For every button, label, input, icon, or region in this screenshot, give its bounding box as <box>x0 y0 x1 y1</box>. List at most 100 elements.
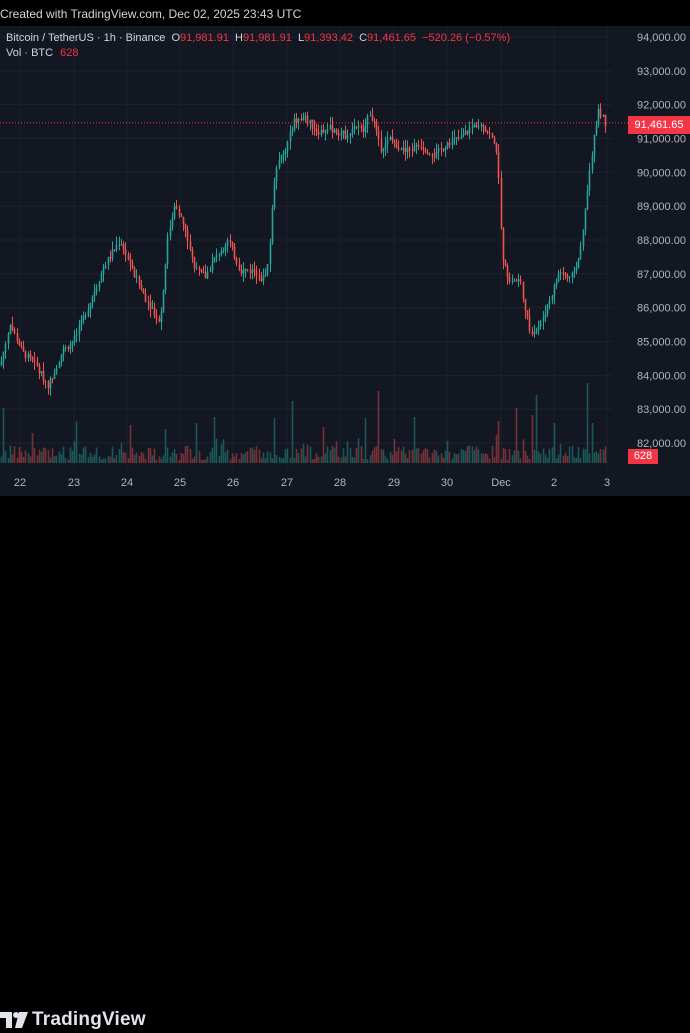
volume-bar <box>495 435 498 463</box>
candle-body <box>233 246 236 259</box>
volume-bar <box>282 457 285 463</box>
volume-label: Vol · BTC <box>6 47 54 59</box>
candle-body <box>24 350 27 359</box>
volume-bar <box>539 453 542 463</box>
volume-bar <box>360 446 363 463</box>
volume-bar <box>313 458 316 463</box>
candle-body <box>195 267 198 269</box>
volume-bar <box>353 458 356 463</box>
candlestick-chart[interactable]: 94,000.00 93,000.00 92,000.00 91,000.00 90,0… <box>0 0 690 496</box>
candle-body <box>218 254 221 256</box>
candle-body <box>506 265 509 277</box>
last-price-tag: 91,461.65 <box>628 116 690 134</box>
candle-body <box>240 269 243 274</box>
volume-bar <box>593 452 596 463</box>
volume-bar <box>515 408 518 463</box>
x-axis-tick-label: 28 <box>334 477 346 489</box>
volume-bar <box>506 459 509 463</box>
volume-bar <box>155 459 158 463</box>
volume-bar <box>588 453 591 463</box>
volume-bar <box>169 456 172 463</box>
candle-body <box>260 278 263 281</box>
candle-body <box>18 341 21 346</box>
volume-bar <box>29 456 32 463</box>
volume-bar <box>31 433 34 463</box>
candle-body <box>120 244 123 246</box>
candle-body <box>293 118 296 130</box>
volume-bar <box>508 448 511 463</box>
candle-body <box>588 170 591 191</box>
candle-body <box>582 229 585 247</box>
volume-bar <box>175 453 178 463</box>
volume-bar <box>9 445 12 463</box>
candle-body <box>440 148 443 150</box>
volume-bar <box>124 452 127 463</box>
volume-bar <box>113 458 116 463</box>
volume-bar <box>573 457 576 463</box>
candle-body <box>599 108 602 117</box>
volume-bar <box>100 459 103 463</box>
candle-body <box>69 343 72 350</box>
last-volume-tag: 628 <box>628 449 658 464</box>
candle-body <box>397 147 400 150</box>
volume-bar <box>51 448 54 463</box>
candle-body <box>426 151 429 154</box>
volume-bar <box>142 453 145 463</box>
chart-panel[interactable] <box>0 26 690 470</box>
candle-body <box>78 325 81 335</box>
volume-bar <box>304 456 307 463</box>
candle-body <box>571 272 574 278</box>
volume-bar <box>346 441 349 463</box>
candle-body <box>282 153 285 156</box>
tradingview-brand[interactable]: TradingView <box>0 1009 146 1031</box>
volume-bar <box>71 450 74 463</box>
volume-bar <box>44 447 47 463</box>
volume-bar <box>95 447 98 463</box>
candle-body <box>575 267 578 272</box>
volume-bar <box>349 447 352 463</box>
candle-body <box>264 274 267 276</box>
volume-bar <box>206 456 209 463</box>
volume-bar <box>362 458 365 463</box>
candle-body <box>231 242 234 247</box>
x-axis-tick-label: 26 <box>227 477 239 489</box>
volume-bar <box>357 438 360 463</box>
candle-body <box>380 138 383 152</box>
candle-body <box>355 126 358 128</box>
volume-bar <box>153 448 156 463</box>
volume-bar <box>131 447 134 463</box>
volume-bar <box>555 458 558 463</box>
candle-body <box>373 120 376 122</box>
candle-body <box>87 309 90 316</box>
x-axis-tick-label: 30 <box>441 477 453 489</box>
volume-bar <box>464 451 467 463</box>
volume-bar <box>329 450 332 463</box>
candle-body <box>62 348 65 355</box>
candle-body <box>158 318 161 322</box>
candle-body <box>140 284 143 289</box>
volume-bar <box>73 441 76 463</box>
volume-bar <box>166 447 169 463</box>
volume-bar <box>597 453 600 463</box>
volume-bar <box>309 446 312 463</box>
volume-bar <box>18 447 21 463</box>
candle-body <box>38 366 41 374</box>
volume-bar <box>557 454 560 463</box>
y-axis-tick-label: 82,000.00 <box>637 438 686 450</box>
open-value: O91,981.91 <box>171 32 229 44</box>
footer: TradingView <box>0 496 690 1030</box>
candle-body <box>80 319 83 326</box>
volume-bar <box>289 457 292 463</box>
volume-bar <box>89 452 92 463</box>
time-axis-panel[interactable] <box>0 470 690 496</box>
candle-body <box>566 275 569 278</box>
candle-body <box>51 378 54 380</box>
volume-bar <box>218 455 221 463</box>
candle-body <box>551 295 554 301</box>
candle-body <box>513 280 516 282</box>
candle-body <box>391 137 394 140</box>
candle-body <box>535 330 538 333</box>
candle-body <box>215 255 218 258</box>
volume-bar <box>579 457 582 463</box>
candle-body <box>44 381 47 383</box>
